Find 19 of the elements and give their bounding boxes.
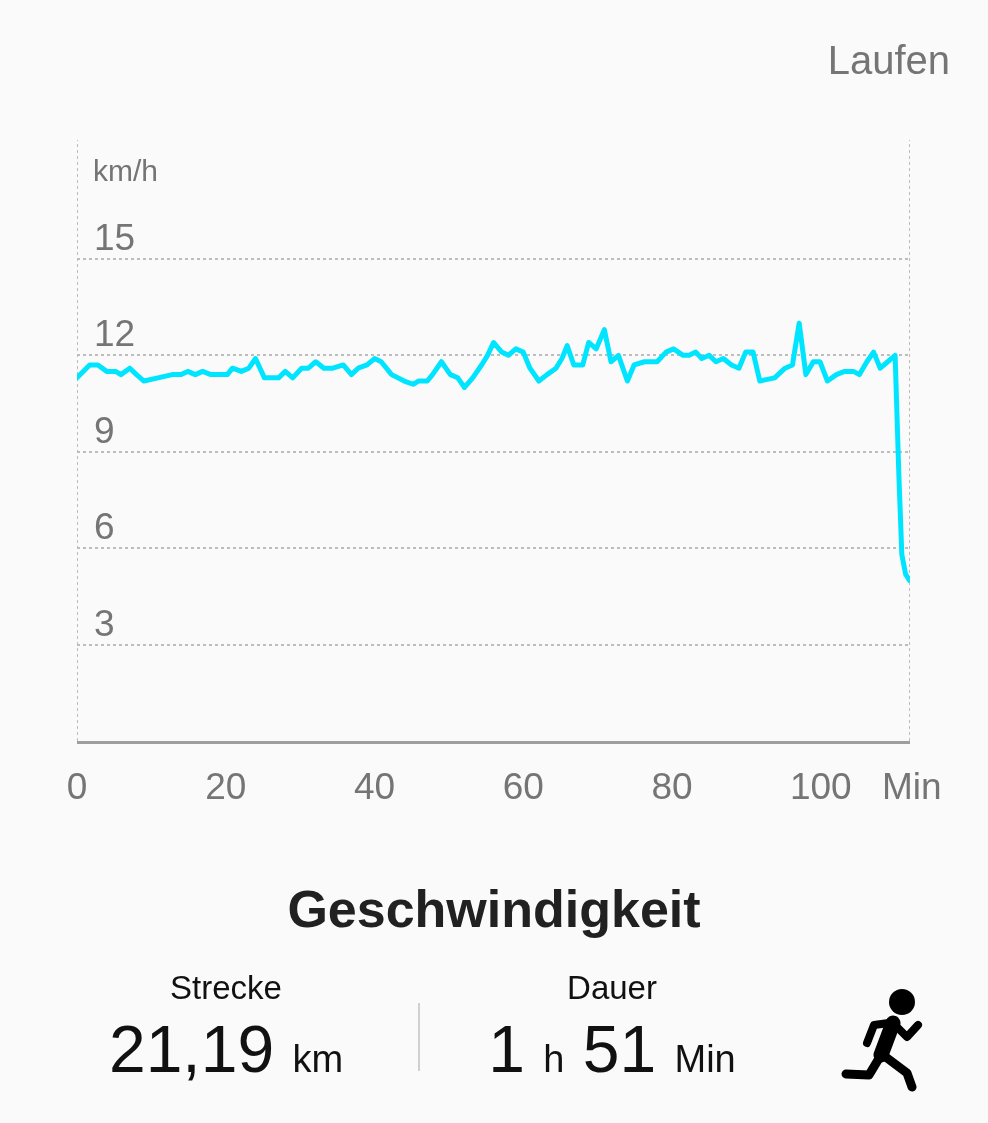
y-axis-title: km/h	[93, 154, 159, 187]
x-axis-title: Min	[882, 766, 942, 807]
text: 1 h 51 Min	[488, 1012, 736, 1086]
x-tick-label: 80	[651, 766, 693, 808]
y-tick-label: 3	[94, 602, 115, 644]
x-tick-label: 0	[66, 766, 88, 808]
y-tick-label: 9	[94, 409, 115, 451]
text: Strecke	[169, 968, 283, 1008]
text: Dauer	[566, 968, 658, 1008]
text: Laufen	[827, 37, 950, 84]
y-tick-label: 6	[94, 506, 115, 548]
text: Geschwindigkeit	[286, 879, 702, 940]
x-tick-label: 40	[353, 766, 396, 808]
y-tick-label: 15	[94, 216, 136, 258]
x-tick-label: 100	[789, 766, 852, 808]
text: 21,19 km	[108, 1012, 344, 1086]
y-tick-label: 12	[94, 313, 136, 355]
x-tick-label: 60	[502, 766, 544, 808]
x-tick-label: 20	[205, 766, 247, 808]
